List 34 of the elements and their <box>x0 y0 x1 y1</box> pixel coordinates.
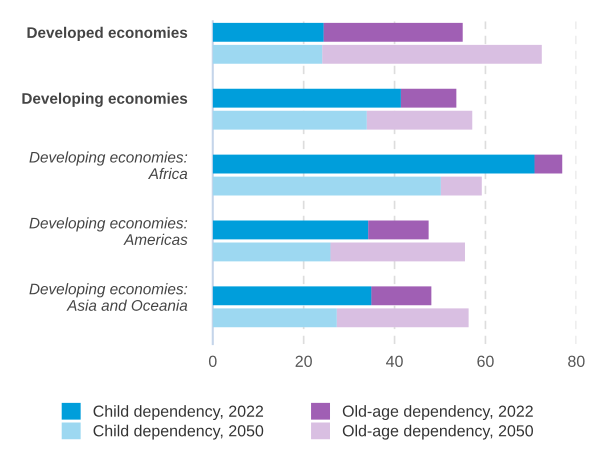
y-tick-label: Developed economies <box>27 26 188 42</box>
x-tick-label: 0 <box>208 356 217 367</box>
x-tick-label: 60 <box>477 356 494 367</box>
bar <box>212 286 372 306</box>
bar <box>212 308 337 328</box>
bar <box>400 88 456 108</box>
bar <box>336 308 469 328</box>
bar <box>212 110 367 130</box>
y-tick-label: Developing economies: Africa <box>29 151 188 180</box>
bar <box>330 242 465 262</box>
x-tick-label: 40 <box>386 356 403 367</box>
bar <box>212 242 330 262</box>
bar <box>324 22 463 42</box>
bar <box>322 44 542 64</box>
y-tick-label: Developing economies: Asia and Oceania <box>29 283 188 311</box>
bar <box>368 220 429 240</box>
y-tick-label: Developing economies: Americas <box>29 217 188 245</box>
bar <box>371 286 432 306</box>
y-tick-label: Developing economies <box>22 92 188 107</box>
legend-label: Child dependency, 2022 <box>94 405 264 420</box>
x-tick-label: 20 <box>296 356 312 367</box>
bar <box>212 44 322 64</box>
bar <box>212 154 535 174</box>
legend-label: Old-age dependency, 2050 <box>342 424 533 440</box>
bar <box>440 176 482 196</box>
bar <box>366 110 472 130</box>
bar <box>212 176 441 196</box>
bar <box>212 220 368 240</box>
bar <box>212 22 324 42</box>
legend-label: Old-age dependency, 2022 <box>342 405 533 420</box>
bar <box>534 154 562 174</box>
bar <box>212 88 401 108</box>
x-tick-label: 80 <box>568 356 585 367</box>
legend-label: Child dependency, 2050 <box>94 424 264 440</box>
